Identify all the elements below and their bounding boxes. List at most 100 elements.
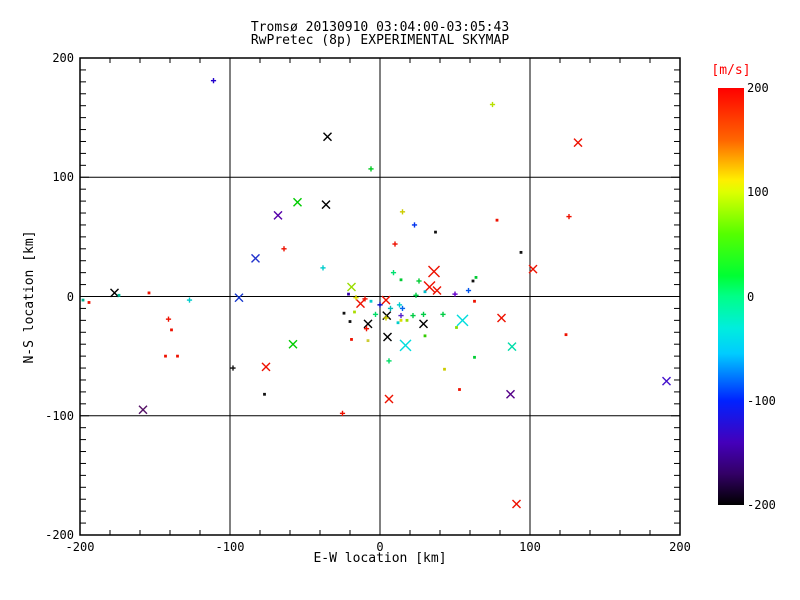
data-point xyxy=(399,318,403,322)
data-point xyxy=(230,365,236,371)
data-point xyxy=(386,358,392,364)
data-point xyxy=(573,138,583,148)
data-point xyxy=(528,264,538,274)
data-point xyxy=(428,265,440,278)
data-point xyxy=(363,326,370,332)
data-point xyxy=(251,253,260,263)
data-point xyxy=(384,394,394,404)
y-tick-label: 200 xyxy=(52,51,74,65)
data-point xyxy=(281,246,287,252)
data-point xyxy=(458,388,461,391)
data-point xyxy=(474,276,478,279)
data-point xyxy=(81,298,85,302)
data-point xyxy=(381,295,391,305)
data-point xyxy=(138,405,148,415)
x-tick-label: -200 xyxy=(65,540,95,554)
data-point xyxy=(261,362,271,372)
y-tick-label: 0 xyxy=(66,289,74,304)
data-point xyxy=(507,342,517,352)
data-point xyxy=(377,302,383,308)
x-tick-label: -100 xyxy=(215,540,245,554)
data-point xyxy=(456,314,469,327)
data-point xyxy=(321,200,331,210)
colorbar-tick-label: -200 xyxy=(747,498,776,512)
data-point xyxy=(396,321,400,325)
data-point xyxy=(87,301,91,304)
data-point xyxy=(473,299,476,303)
data-point xyxy=(662,376,671,386)
data-point xyxy=(564,333,568,337)
y-tick-label: -100 xyxy=(45,408,74,423)
data-point xyxy=(420,311,427,317)
data-point xyxy=(434,230,437,234)
data-point xyxy=(356,299,365,309)
data-point xyxy=(399,339,412,352)
data-point xyxy=(342,311,346,315)
colorbar-gradient xyxy=(718,88,744,505)
data-point xyxy=(440,311,446,317)
data-point xyxy=(110,288,119,298)
data-point xyxy=(423,290,427,294)
data-point xyxy=(497,313,506,323)
x-tick-label: 100 xyxy=(519,540,541,554)
data-point xyxy=(362,296,368,302)
data-point xyxy=(398,312,404,319)
data-point xyxy=(383,332,392,342)
plot-title: Tromsø 20130910 03:04:00-03:05:43 xyxy=(250,20,510,35)
data-point xyxy=(353,310,356,314)
data-point xyxy=(506,389,515,399)
data-point xyxy=(452,291,458,297)
data-point xyxy=(411,222,418,228)
data-point xyxy=(566,214,572,220)
x-tick-label: 0 xyxy=(376,540,384,554)
data-point xyxy=(471,279,475,283)
data-point xyxy=(366,339,370,343)
data-point xyxy=(347,292,350,296)
data-point xyxy=(423,334,427,338)
data-point xyxy=(495,218,499,222)
y-tick-label: -200 xyxy=(45,528,74,542)
data-point xyxy=(465,287,472,294)
x-tick-label: 200 xyxy=(669,540,691,554)
data-point xyxy=(369,299,373,303)
data-point xyxy=(419,319,428,329)
data-point xyxy=(186,297,193,303)
data-point xyxy=(348,320,352,323)
data-point xyxy=(443,367,446,371)
data-point xyxy=(410,312,416,319)
data-point xyxy=(176,354,179,358)
data-point xyxy=(147,291,151,295)
data-point xyxy=(399,305,406,312)
x-axis-label: E-W location [km] xyxy=(313,551,447,566)
data-point xyxy=(416,278,422,284)
data-point xyxy=(210,78,217,84)
data-point xyxy=(234,293,244,303)
data-point xyxy=(383,315,389,321)
data-point xyxy=(432,286,442,296)
data-point xyxy=(512,499,521,509)
data-point xyxy=(288,339,298,349)
data-point xyxy=(519,250,523,254)
plot-subtitle: RwPretec (8p) EXPERIMENTAL SKYMAP xyxy=(250,33,510,48)
data-point xyxy=(339,410,346,416)
y-tick-label: 100 xyxy=(52,170,74,185)
data-point xyxy=(170,328,173,332)
data-point xyxy=(347,282,356,292)
data-point xyxy=(117,293,121,297)
data-point xyxy=(399,278,403,282)
data-point xyxy=(263,392,266,396)
data-point xyxy=(473,355,476,359)
data-point xyxy=(320,265,326,271)
data-point xyxy=(164,354,167,358)
data-point xyxy=(489,101,496,108)
data-point xyxy=(368,166,374,172)
data-point xyxy=(273,210,283,220)
data-point xyxy=(372,311,379,317)
data-point xyxy=(413,292,419,298)
data-point xyxy=(392,241,398,247)
data-point xyxy=(323,132,332,142)
data-point xyxy=(293,197,302,207)
data-point xyxy=(396,302,403,308)
